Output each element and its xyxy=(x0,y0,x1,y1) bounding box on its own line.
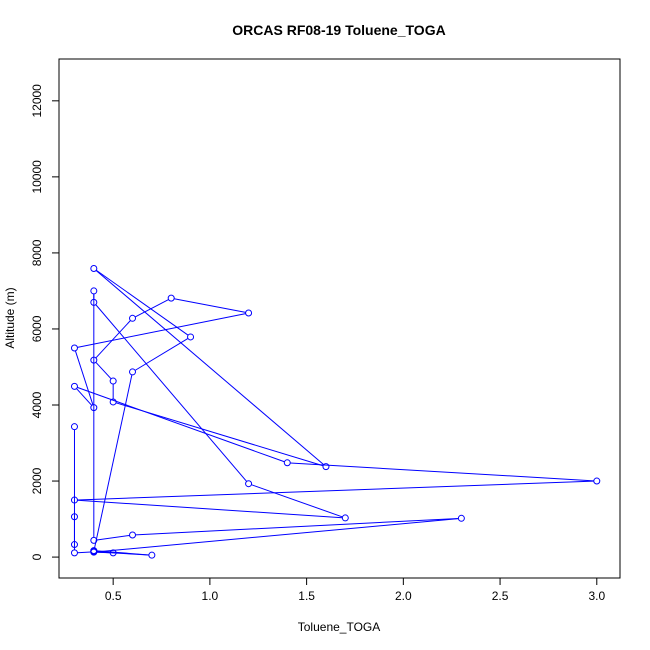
x-tick-label: 0.5 xyxy=(105,589,122,603)
series-segment xyxy=(96,534,130,541)
data-point xyxy=(70,513,78,521)
data-point xyxy=(109,377,117,385)
data-point xyxy=(148,551,156,559)
series-segment xyxy=(93,374,133,549)
data-point xyxy=(90,356,98,364)
series-segment xyxy=(174,298,246,313)
y-tick-label: 10000 xyxy=(30,160,44,194)
series-segment xyxy=(77,313,246,348)
y-tick-label: 2000 xyxy=(30,467,44,494)
y-tick-label: 0 xyxy=(30,553,44,560)
series-segment xyxy=(74,350,94,405)
data-point xyxy=(70,344,78,352)
y-tick-label: 8000 xyxy=(30,239,44,266)
data-point xyxy=(90,536,98,544)
data-point xyxy=(245,480,253,488)
x-tick-label: 2.5 xyxy=(492,589,509,603)
data-point xyxy=(90,547,98,555)
series-segment xyxy=(77,386,285,463)
series-segment xyxy=(76,388,93,406)
data-point xyxy=(187,333,195,341)
data-point xyxy=(70,423,78,431)
series-segment xyxy=(95,320,131,359)
data-point xyxy=(129,368,137,376)
series-segment xyxy=(134,299,169,318)
series-segment xyxy=(96,518,459,553)
chart-title: ORCAS RF08-19 Toluene_TOGA xyxy=(232,22,445,38)
series-segment xyxy=(77,480,594,501)
series-segment xyxy=(77,551,91,554)
data-point xyxy=(109,549,117,557)
series-segment xyxy=(251,484,343,518)
data-point xyxy=(457,514,465,522)
data-point xyxy=(341,514,349,522)
data-point xyxy=(167,294,175,302)
data-point xyxy=(322,463,330,471)
x-tick-label: 1.5 xyxy=(298,589,315,603)
data-point xyxy=(129,531,137,539)
x-axis-label: Toluene_TOGA xyxy=(298,620,381,634)
x-tick-label: 1.0 xyxy=(202,589,219,603)
data-point xyxy=(70,382,78,390)
y-tick-label: 6000 xyxy=(30,315,44,342)
series-toluene xyxy=(70,265,601,559)
data-point xyxy=(90,265,98,273)
data-point xyxy=(245,309,253,317)
data-point xyxy=(283,459,291,467)
series-segment xyxy=(290,462,594,482)
y-tick-label: 4000 xyxy=(30,391,44,418)
series-segment xyxy=(95,269,189,336)
x-axis: 0.5 1.0 1.5 2.0 2.5 3.0 xyxy=(105,577,605,603)
x-tick-label: 3.0 xyxy=(588,589,605,603)
series-segment xyxy=(77,499,343,519)
data-point xyxy=(109,398,117,406)
y-axis: 0 2000 4000 6000 8000 10000 12000 xyxy=(30,84,60,560)
series-segment xyxy=(95,270,325,466)
data-point xyxy=(90,298,98,306)
series-segment xyxy=(95,361,112,380)
data-point xyxy=(70,549,78,557)
data-point xyxy=(129,314,137,322)
y-tick-label: 12000 xyxy=(30,84,44,118)
series-segment xyxy=(115,402,324,467)
x-tick-label: 2.0 xyxy=(395,589,412,603)
data-point xyxy=(593,477,601,485)
data-point xyxy=(70,496,78,504)
data-point xyxy=(90,404,98,412)
data-point xyxy=(90,287,98,295)
series-segment xyxy=(95,304,248,482)
y-axis-label: Altitude (m) xyxy=(3,287,17,348)
series-segment xyxy=(96,551,111,554)
series-segment xyxy=(135,517,459,536)
data-point xyxy=(70,541,78,549)
series-segment xyxy=(134,338,189,371)
